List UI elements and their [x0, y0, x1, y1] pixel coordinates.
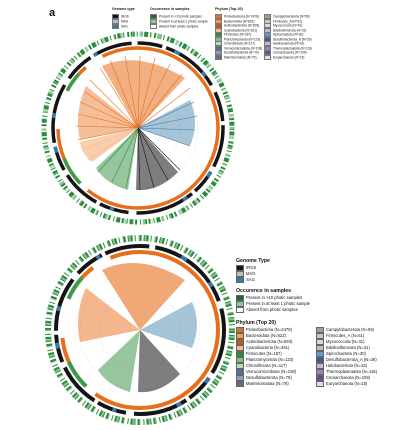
legend-item-phylum: Myxococcota (N=41) — [316, 339, 365, 345]
legend-item-genome-type: MAG — [112, 19, 128, 24]
genome-type-title: Genome Type — [236, 258, 270, 264]
swatch — [150, 19, 157, 24]
legend-item-phylum: Firmicutes (N=187) — [236, 351, 282, 357]
swatch — [316, 357, 324, 363]
genome-type-ring — [51, 41, 225, 215]
swatch — [236, 363, 244, 369]
legend-item-phylum: Crenarchaeota (N=109) — [316, 375, 370, 381]
phylum-ring — [56, 46, 220, 210]
swatch — [316, 369, 324, 375]
swatch — [236, 277, 244, 283]
swatch — [316, 363, 324, 369]
swatch — [236, 375, 244, 381]
occurrence-ring-outer — [41, 31, 235, 225]
legend-item-phylum: Marinisomatota (N=76) — [236, 381, 289, 387]
legend-item-phylum: Desulfobacterota_A (N=26) — [316, 357, 377, 363]
legend-item-occurrence: Present in at least 1 photic sample — [236, 301, 310, 307]
swatch — [112, 14, 119, 19]
legend-item-occurrence: Absent from photic samples — [236, 307, 298, 313]
legend-item-occurrence: Present in at least 1 photic sample — [150, 19, 208, 24]
tree-clades — [78, 60, 195, 191]
swatch — [236, 265, 244, 271]
legend-item-phylum: Cyanobacteria (N=261) — [236, 345, 289, 351]
legend-item-genome-type: IRGS — [112, 14, 129, 19]
legend-bottom: Genome Type IRGS MAG SAG Occurence in sa… — [228, 234, 400, 400]
legend-item-genome-type: MAG — [236, 271, 256, 277]
legend-item-phylum: Euryarchaeota (N=15) — [316, 381, 367, 387]
swatch — [215, 54, 222, 60]
swatch — [236, 381, 244, 387]
legend-item-phylum: Euryarchaeota (N=15) — [264, 54, 304, 60]
swatch — [236, 369, 244, 375]
swatch — [236, 333, 244, 339]
legend-item-genome-type: SAG — [112, 24, 128, 29]
legend-item-phylum: Spirochaetota (N=30) — [316, 351, 366, 357]
genome-type-title: Genome type — [112, 7, 135, 11]
legend-item-occurrence: Present in >10 photic samples — [150, 14, 202, 19]
swatch — [236, 295, 244, 301]
legend-item-occurrence: Absent from photic samples — [150, 24, 198, 29]
legend-item-phylum: Campylobacterota (N=59) — [316, 327, 374, 333]
legend-item-phylum: Actinobacteriota (N=593) — [236, 339, 292, 345]
swatch — [236, 327, 244, 333]
legend-item-phylum: Desulfobacterota (N=79) — [236, 375, 292, 381]
swatch — [316, 381, 324, 387]
swatch — [150, 24, 157, 29]
swatch — [236, 357, 244, 363]
swatch — [264, 54, 271, 60]
legend-item-phylum: Bdellovibrionota (N=31) — [316, 345, 370, 351]
swatch — [316, 327, 324, 333]
legend-item-genome-type: SAG — [236, 277, 255, 283]
legend-item-genome-type: IRGS — [236, 265, 256, 271]
legend-item-phylum: Proteobacteria (N=2478) — [236, 327, 292, 333]
occurrence-title: Occurence in samples — [236, 288, 292, 294]
swatch — [236, 339, 244, 345]
legend-item-phylum: Firmicutes_A (N=51) — [316, 333, 364, 339]
legend-item-phylum: Verrucomicrobiota (N=108) — [236, 369, 296, 375]
swatch — [316, 375, 324, 381]
swatch — [316, 333, 324, 339]
legend-item-phylum: Bacteroidota (N=822) — [236, 333, 286, 339]
swatch — [112, 24, 119, 29]
swatch — [112, 19, 119, 24]
swatch — [316, 345, 324, 351]
swatch — [236, 345, 244, 351]
swatch — [236, 307, 244, 313]
phylogenetic-tree-top — [41, 31, 235, 225]
swatch — [316, 351, 324, 357]
occurrence-title: Occurrence in samples — [150, 7, 190, 11]
swatch — [236, 301, 244, 307]
legend-item-phylum: Marinisomatota (N=76) — [215, 54, 257, 60]
swatch — [236, 351, 244, 357]
legend-item-phylum: Thermoplasmatota (N=116) — [316, 369, 377, 375]
legend-item-phylum: Chloroflexota (N=117) — [236, 363, 287, 369]
swatch — [236, 271, 244, 277]
phylum-title: Phylum (Top 20) — [236, 320, 276, 326]
swatch — [316, 339, 324, 345]
legend-top: Genome type IRGS MAG SAG Occurrence in s… — [112, 5, 352, 65]
phylum-title: Phylum (Top 20) — [215, 7, 243, 11]
legend-item-occurrence: Present in >10 photic samples — [236, 295, 302, 301]
swatch — [150, 14, 157, 19]
tree-clades — [78, 262, 197, 393]
phylogenetic-tree-bottom — [45, 235, 235, 425]
legend-item-phylum: Halobacteriota (N=15) — [316, 363, 367, 369]
panel-label: a — [49, 7, 56, 19]
legend-item-phylum: Planctomycetota (N=123) — [236, 357, 293, 363]
